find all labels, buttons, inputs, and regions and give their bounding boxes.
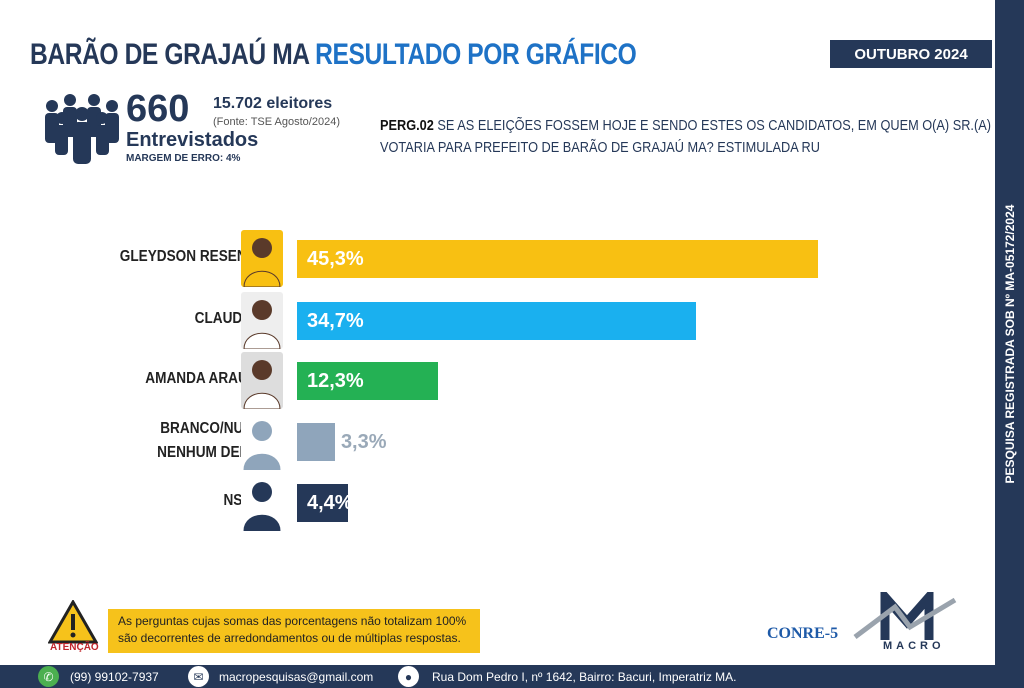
month-badge: OUTUBRO 2024 — [830, 40, 992, 68]
footer-email: macropesquisas@gmail.com — [219, 670, 374, 684]
question: PERG.02 SE AS ELEIÇÕES FOSSEM HOJE E SEN… — [380, 115, 992, 159]
error-margin: MARGEM DE ERRO: 4% — [126, 153, 241, 164]
bar: 4,4% — [297, 484, 353, 522]
bar-value-label: 12,3% — [307, 369, 364, 392]
registration-text: PESQUISA REGISTRADA SOB Nº MA-05172/2024 — [1002, 204, 1017, 484]
voters-source: (Fonte: TSE Agosto/2024) — [213, 116, 340, 128]
warning-text: As perguntas cujas somas das porcentagen… — [108, 609, 480, 653]
bar: 12,3% — [297, 362, 439, 400]
bar — [297, 423, 335, 461]
macro-logo — [853, 592, 957, 640]
person-placeholder-icon — [241, 413, 283, 470]
bar-value-label: 34,7% — [307, 309, 364, 332]
conre-logo: CONRE-5 — [767, 625, 839, 642]
bar: 34,7% — [297, 302, 697, 340]
title-city: BARÃO DE GRAJAÚ MA — [30, 38, 309, 71]
bar-label: BRANCO/NULO/ NENHUM DELES — [157, 420, 266, 461]
footer-phone: (99) 99102-7937 — [70, 670, 159, 684]
registration-band: PESQUISA REGISTRADA SOB Nº MA-05172/2024 — [995, 0, 1024, 688]
interviewed-label: Entrevistados — [126, 129, 259, 151]
warning-label: ATENÇÃO — [50, 642, 99, 653]
bar-label: GLEYDSON RESENDE — [120, 248, 266, 265]
email-icon: ✉ — [188, 666, 209, 687]
footer: ✆ (99) 99102-7937 ✉ macropesquisas@gmail… — [0, 665, 1024, 688]
candidate-photo — [241, 352, 283, 409]
warning-icon — [48, 600, 98, 644]
bar-value-label: 4,4% — [307, 491, 353, 514]
macro-logo-text: MACRO — [883, 640, 945, 652]
bar-label: AMANDA ARAÚJO — [145, 370, 266, 387]
bar-value-label: 3,3% — [340, 431, 387, 453]
bar-value-label: 45,3% — [307, 247, 364, 270]
person-placeholder-icon — [241, 474, 283, 531]
voters-count: 15.702 eleitores — [213, 95, 333, 112]
title-subject: RESULTADO POR GRÁFICO — [315, 38, 637, 71]
location-icon: ● — [398, 666, 419, 687]
people-icon — [45, 94, 119, 164]
page-title: BARÃO DE GRAJAÚ MA RESULTADO POR GRÁFICO — [30, 38, 637, 72]
question-code: PERG.02 — [380, 117, 434, 134]
candidate-photo — [241, 292, 283, 349]
interviewed-count: 660 — [126, 88, 190, 130]
bar: 45,3% — [297, 240, 818, 278]
footer-address: Rua Dom Pedro I, nº 1642, Bairro: Bacuri… — [432, 670, 737, 684]
phone-icon: ✆ — [38, 666, 59, 687]
question-text: SE AS ELEIÇÕES FOSSEM HOJE E SENDO ESTES… — [380, 117, 991, 156]
candidate-photo — [241, 230, 283, 287]
